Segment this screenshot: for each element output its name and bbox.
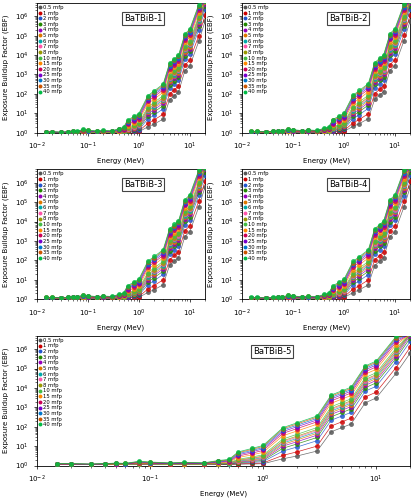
- Text: BaTBiB-5: BaTBiB-5: [253, 346, 291, 356]
- Legend: 0.5 mfp, 1 mfp, 2 mfp, 3 mfp, 4 mfp, 5 mfp, 6 mfp, 7 mfp, 8 mfp, 10 mfp, 15 mfp,: 0.5 mfp, 1 mfp, 2 mfp, 3 mfp, 4 mfp, 5 m…: [38, 4, 64, 95]
- Y-axis label: Exposure Buildup Factor (EBF): Exposure Buildup Factor (EBF): [3, 15, 9, 120]
- Legend: 0.5 mfp, 1 mfp, 2 mfp, 3 mfp, 4 mfp, 5 mfp, 6 mfp, 7 mfp, 8 mfp, 10 mfp, 15 mfp,: 0.5 mfp, 1 mfp, 2 mfp, 3 mfp, 4 mfp, 5 m…: [38, 337, 64, 428]
- Legend: 0.5 mfp, 1 mfp, 2 mfp, 3 mfp, 4 mfp, 5 mfp, 6 mfp, 7 mfp, 8 mfp, 10 mfp, 15 mfp,: 0.5 mfp, 1 mfp, 2 mfp, 3 mfp, 4 mfp, 5 m…: [38, 171, 64, 262]
- Text: BaTBiB-2: BaTBiB-2: [329, 14, 367, 23]
- X-axis label: Energy (MeV): Energy (MeV): [303, 324, 350, 331]
- Y-axis label: Exposure Buildup Factor (EBF): Exposure Buildup Factor (EBF): [208, 182, 214, 287]
- X-axis label: Energy (MeV): Energy (MeV): [303, 158, 350, 164]
- Y-axis label: Exposure Buildup Factor (EBF): Exposure Buildup Factor (EBF): [3, 182, 9, 287]
- X-axis label: Energy (MeV): Energy (MeV): [200, 490, 247, 497]
- Y-axis label: Exposure Buildup Factor (EBF): Exposure Buildup Factor (EBF): [3, 348, 9, 454]
- Y-axis label: Exposure Buildup Factor (EBF): Exposure Buildup Factor (EBF): [208, 15, 214, 120]
- Legend: 0.5 mfp, 1 mfp, 2 mfp, 3 mfp, 4 mfp, 5 mfp, 6 mfp, 7 mfp, 8 mfp, 10 mfp, 15 mfp,: 0.5 mfp, 1 mfp, 2 mfp, 3 mfp, 4 mfp, 5 m…: [244, 4, 269, 95]
- Text: BaTBiB-3: BaTBiB-3: [123, 180, 162, 190]
- Legend: 0.5 mfp, 1 mfp, 2 mfp, 3 mfp, 4 mfp, 5 mfp, 6 mfp, 7 mfp, 8 mfp, 10 mfp, 15 mfp,: 0.5 mfp, 1 mfp, 2 mfp, 3 mfp, 4 mfp, 5 m…: [244, 171, 269, 262]
- X-axis label: Energy (MeV): Energy (MeV): [97, 158, 145, 164]
- X-axis label: Energy (MeV): Energy (MeV): [97, 324, 145, 331]
- Text: BaTBiB-4: BaTBiB-4: [329, 180, 367, 190]
- Text: BaTBiB-1: BaTBiB-1: [124, 14, 162, 23]
